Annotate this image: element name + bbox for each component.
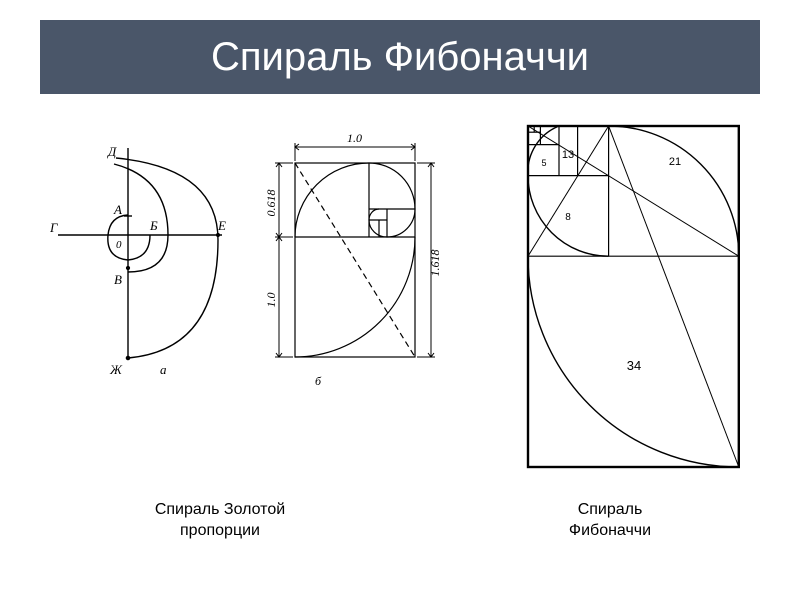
- fib-13: 13: [562, 149, 574, 161]
- label-g: Г: [50, 220, 58, 235]
- page-title: Спираль Фибоначчи: [211, 35, 589, 80]
- label-v: В: [114, 272, 122, 287]
- diagram-c: 34 21 13 8 5: [510, 120, 760, 475]
- label-zh: Ж: [109, 362, 123, 377]
- label-a: А: [113, 202, 122, 217]
- label-sub-b: б: [315, 374, 322, 388]
- dim-left-small: 0.618: [264, 190, 278, 217]
- caption-left-l2: пропорции: [180, 522, 260, 539]
- caption-left-l1: Спираль Золотой: [155, 501, 285, 518]
- fib-8: 8: [565, 212, 571, 223]
- label-e: Е: [217, 218, 226, 233]
- title-bar: Спираль Фибоначчи: [40, 20, 760, 94]
- diagrams-container: Д А Г 0 Б Е В Ж а: [0, 120, 800, 480]
- fib-5: 5: [541, 158, 546, 168]
- dim-left-unit: 1.0: [264, 293, 278, 308]
- caption-right-l1: Спираль: [578, 501, 643, 518]
- diagram-a: Д А Г 0 Б Е В Ж а: [50, 140, 230, 380]
- label-b: Б: [149, 218, 158, 233]
- caption-right: Спираль Фибоначчи: [510, 500, 710, 542]
- fib-34: 34: [627, 358, 641, 373]
- caption-right-l2: Фибоначчи: [569, 522, 651, 539]
- label-0: 0: [116, 239, 122, 251]
- fib-21: 21: [669, 156, 681, 168]
- label-d: Д: [106, 144, 117, 159]
- diagram-b: 1.0 0.618 1.0 1.618 б: [255, 125, 455, 395]
- label-sub-a: а: [160, 362, 167, 377]
- dim-top: 1.0: [347, 131, 362, 145]
- caption-left: Спираль Золотой пропорции: [90, 500, 350, 542]
- dim-right: 1.618: [428, 250, 442, 277]
